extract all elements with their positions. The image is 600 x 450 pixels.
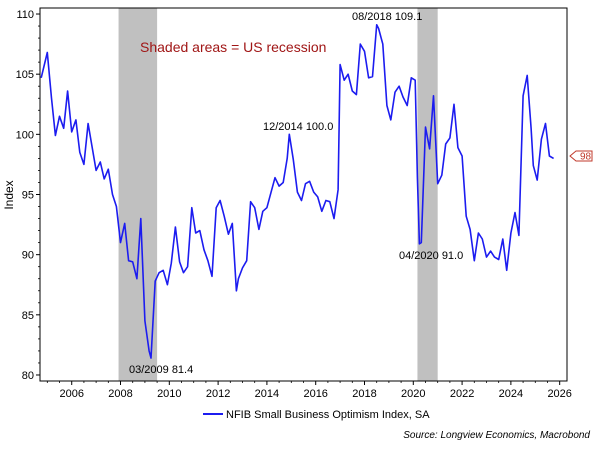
x-tick-label: 2020 (401, 388, 425, 400)
x-tick-label: 2018 (352, 388, 376, 400)
x-tick-label: 2012 (206, 388, 230, 400)
recession-note: Shaded areas = US recession (140, 39, 326, 55)
y-axis-title: Index (2, 180, 16, 209)
last-value-badge-text: 98 (580, 152, 592, 163)
recession-band-1 (118, 8, 158, 381)
x-tick-label: 2010 (157, 388, 181, 400)
recession-shading-layer (118, 8, 438, 381)
x-tick-label: 2014 (255, 388, 279, 400)
y-tick-label: 80 (22, 370, 34, 382)
x-tick-label: 2024 (499, 388, 523, 400)
x-tick-label: 2022 (450, 388, 474, 400)
y-tick-label: 100 (16, 129, 34, 141)
x-tick-label: 2008 (108, 388, 132, 400)
annotation-2014-peak: 12/2014 100.0 (263, 121, 333, 133)
series-layer (40, 23, 554, 359)
annotation-2018-peak: 08/2018 109.1 (352, 11, 422, 23)
source-text: Source: Longview Economics, Macrobond (403, 430, 590, 441)
y-tick-label: 110 (16, 9, 34, 21)
legend: NFIB Small Business Optimism Index, SA (203, 409, 430, 421)
series-line-1 (40, 23, 554, 359)
last-value-badge: 98 (569, 150, 593, 163)
last-value-badge-shape (569, 150, 593, 162)
y-tick-label: 105 (16, 69, 34, 81)
annotation-2020-low: 04/2020 91.0 (399, 250, 463, 262)
x-tick-label: 2016 (303, 388, 327, 400)
legend-label: NFIB Small Business Optimism Index, SA (226, 409, 430, 421)
recession-band-2 (417, 8, 438, 381)
y-tick-label: 90 (22, 250, 34, 262)
y-tick-label: 95 (22, 190, 34, 202)
annotation-2009-low: 03/2009 81.4 (129, 364, 193, 376)
x-tick-label: 2006 (59, 388, 83, 400)
y-axis-ticks: 80 85 90 95 100 105 110 (16, 9, 40, 382)
y-tick-label: 85 (22, 310, 34, 322)
x-axis-ticks: 2006 2008 2010 2012 2014 2016 2018 2020 2022 2024… (46, 381, 572, 400)
x-tick-label: 2026 (547, 388, 571, 400)
